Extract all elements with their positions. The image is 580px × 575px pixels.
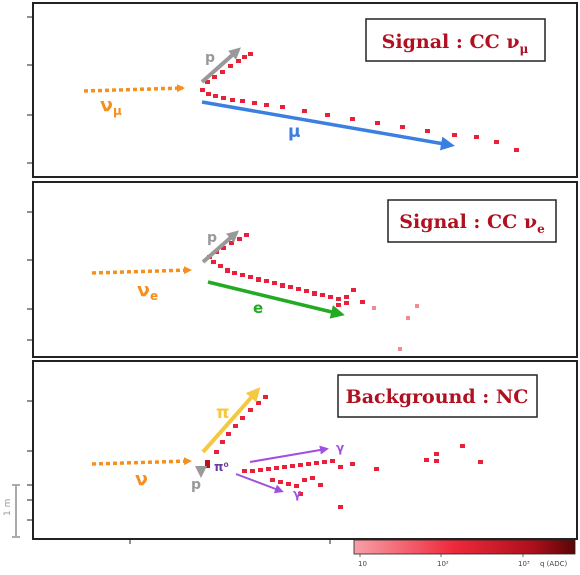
gamma-arrow-upper [249, 445, 329, 463]
electron-arrow [207, 280, 345, 319]
electron-label: e [253, 299, 263, 317]
scale-bar: 1 m [3, 484, 20, 538]
proton-label: p [191, 477, 201, 493]
title-box [337, 374, 538, 418]
neutrino-label: νμ [100, 94, 122, 118]
hit-cluster [200, 52, 519, 152]
gamma-label-lower: γ [293, 487, 301, 501]
neutrino-arrow [91, 457, 192, 466]
proton-label: p [205, 50, 215, 66]
muon-arrow [201, 100, 455, 151]
scale-bar-label: 1 m [3, 499, 13, 516]
panel-title: Signal : CC νμ [382, 31, 529, 56]
neutrino-arrow [83, 84, 185, 93]
pion-label: π [216, 403, 229, 423]
panel-title: Background : NC [346, 386, 529, 408]
pi0-label: π⁰ [214, 460, 229, 474]
panel-cc-numu: Signal : CC νμ νμ p μ [27, 2, 578, 178]
y-ticks [27, 211, 33, 341]
pion-arrow [201, 387, 261, 454]
panel-title: Signal : CC νe [399, 211, 545, 236]
colorbar-label: q (ADC) [540, 560, 567, 568]
gamma-label-upper: γ [336, 441, 344, 455]
x-ticks [129, 539, 331, 544]
colorbar-tick-1: 10 [358, 560, 367, 568]
y-ticks [27, 400, 33, 521]
proton-arrow [200, 47, 241, 84]
colorbar-tick-3: 10³ [518, 560, 530, 568]
title-box [387, 199, 557, 243]
panel-cc-nue: Signal : CC νe νe p e [27, 181, 578, 358]
neutrino-label: νe [137, 279, 158, 303]
y-ticks [27, 16, 33, 164]
muon-label: μ [288, 122, 301, 142]
gamma-arrow-lower [235, 473, 284, 494]
colorbar-tick-2: 10² [437, 560, 449, 568]
colorbar: 10 10² 10³ q (ADC) [353, 539, 576, 568]
neutrino-label: ν [135, 468, 148, 490]
neutrino-arrow [91, 266, 192, 275]
proton-label: p [207, 230, 217, 246]
title-box [365, 18, 546, 62]
panel-nc: Background : NC ν π [27, 360, 578, 540]
colorbar-gradient [353, 539, 576, 555]
proton-arrow [201, 230, 240, 264]
hit-cluster [205, 395, 483, 509]
